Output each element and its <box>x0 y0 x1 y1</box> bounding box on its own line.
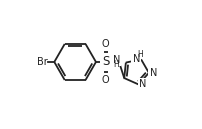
Text: N: N <box>149 68 157 78</box>
Text: N: N <box>113 55 120 65</box>
Text: H: H <box>137 50 143 59</box>
Text: S: S <box>102 55 109 68</box>
Text: H: H <box>113 60 119 69</box>
Text: O: O <box>102 75 110 85</box>
Text: N: N <box>139 79 146 89</box>
Text: N: N <box>133 54 140 64</box>
Text: O: O <box>102 39 110 49</box>
Text: Br: Br <box>37 57 47 67</box>
